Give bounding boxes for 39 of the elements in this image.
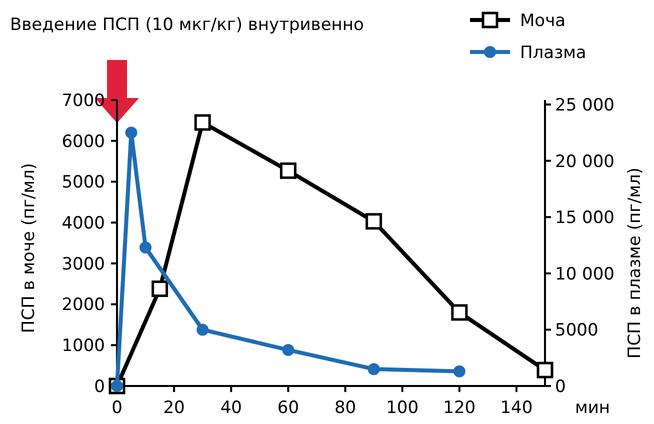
x-tick-label: 0 [112, 398, 122, 418]
point [368, 363, 380, 376]
x-tick-label: 140 [500, 398, 533, 418]
chart-title: Введение ПСП (10 мкг/кг) внутривенно [10, 15, 364, 35]
point [453, 365, 466, 378]
y-tick-label: 5000 [62, 172, 105, 193]
point [140, 242, 152, 254]
x-tick-label: 60 [277, 398, 300, 418]
y-tick-label: 4000 [62, 214, 105, 234]
x-tick-label: 20 [163, 398, 185, 418]
x-tick-label: 100 [386, 398, 419, 418]
point [196, 324, 209, 336]
point [125, 126, 138, 139]
y2-tick-label: 25 000 [555, 95, 614, 116]
x-tick-label: 40 [220, 398, 242, 418]
point [280, 162, 296, 179]
point [282, 344, 294, 356]
x-tick-label: 120 [443, 398, 476, 418]
y-tick-label: 3000 [62, 254, 105, 274]
point [366, 213, 382, 230]
point [194, 114, 211, 131]
y-tick-label: 0 [94, 376, 105, 397]
y-tick-label: 2000 [62, 295, 105, 316]
y2-tick-label: 0 [555, 376, 566, 397]
point [152, 280, 168, 298]
y-axis-title: ПСП в моче (пг/мл) [19, 162, 39, 334]
y2-tick-label: 10 000 [555, 264, 614, 284]
point [536, 362, 554, 378]
point [451, 304, 468, 321]
x-axis-title: мин [575, 398, 610, 418]
legend-label: Плазма [520, 42, 586, 63]
y-tick-label: 1000 [62, 336, 105, 356]
y-tick-label: 6000 [62, 132, 105, 152]
legend-label: Моча [520, 10, 566, 31]
y2-tick-label: 15 000 [555, 208, 614, 228]
x-tick-label: 80 [334, 398, 356, 418]
y2-tick-label: 5000 [555, 320, 598, 341]
y2-axis-title: ПСП в плазме (пг/мл) [625, 167, 645, 359]
y2-tick-label: 20 000 [555, 152, 614, 172]
